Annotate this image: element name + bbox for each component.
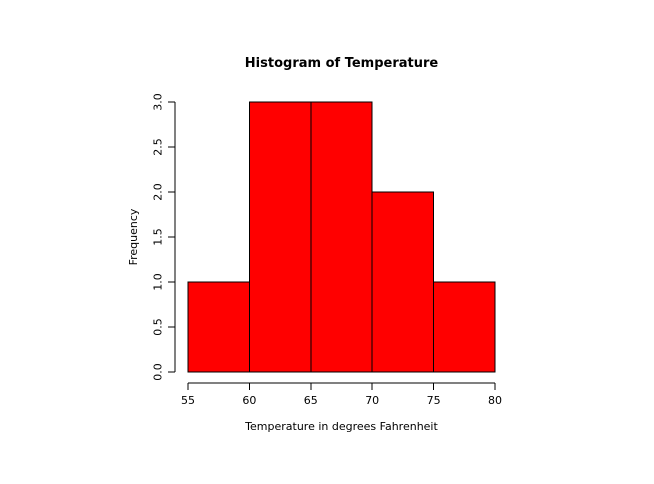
y-tick-label: 0.0 [152,363,165,381]
x-tick-label: 65 [304,394,318,407]
x-tick-label: 75 [427,394,441,407]
x-tick-label: 60 [242,394,256,407]
y-tick-label: 0.5 [152,318,165,336]
y-tick-label: 1.0 [152,273,165,291]
x-tick-label: 80 [488,394,502,407]
y-tick-label: 3.0 [152,93,165,111]
x-tick-label: 55 [181,394,195,407]
histogram-bar [371,191,435,373]
histogram-bar [310,101,373,373]
histogram-bar [433,281,496,373]
chart-title: Histogram of Temperature [244,56,439,71]
y-tick-label: 2.0 [152,183,165,201]
y-tick-label: 2.5 [152,138,165,156]
x-tick-label: 70 [365,394,379,407]
histogram-bar [248,101,312,373]
y-axis-label: Frequency [127,208,140,266]
x-axis-label: Temperature in degrees Fahrenheit [245,420,438,433]
histogram-bar [187,281,250,373]
y-tick-label: 1.5 [152,228,165,246]
